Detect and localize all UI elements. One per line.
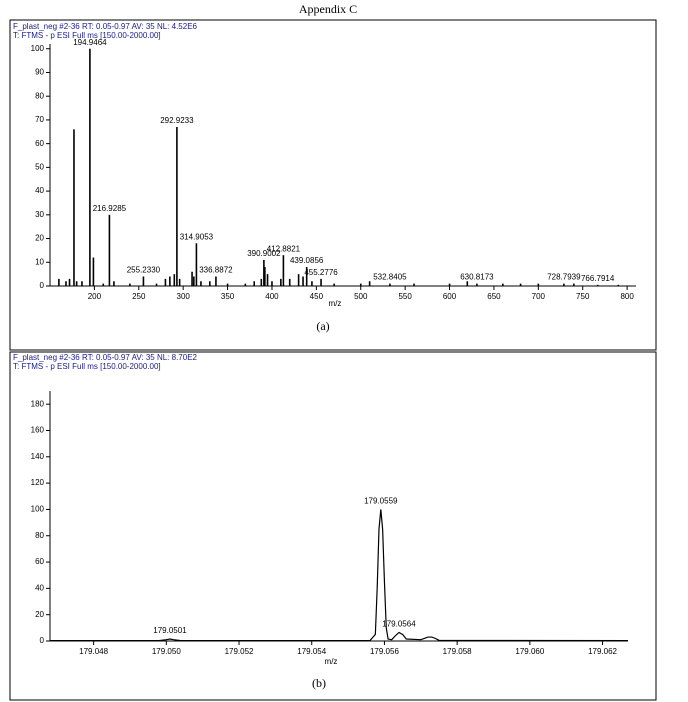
panel — [9, 19, 657, 351]
y-tick-label: 80 — [35, 531, 44, 540]
x-tick-label: 179.060 — [515, 647, 544, 656]
peak-label: 728.7939 — [547, 273, 581, 282]
y-tick-label: 90 — [35, 68, 44, 77]
x-tick-label: 250 — [132, 292, 146, 301]
y-tick-label: 60 — [35, 557, 44, 566]
y-tick-label: 50 — [35, 162, 44, 171]
x-tick-label: 200 — [88, 292, 102, 301]
x-tick-label: 500 — [354, 292, 368, 301]
y-tick-label: 100 — [31, 44, 45, 53]
peak-label: 194.9464 — [73, 38, 107, 47]
panel — [9, 351, 657, 701]
header-line: T: FTMS - p ESI Full ms [150.00-2000.00] — [13, 31, 161, 40]
y-tick-label: 40 — [35, 186, 44, 195]
y-tick-label: 120 — [31, 478, 45, 487]
x-tick-label: 179.062 — [588, 647, 617, 656]
caption: (b) — [312, 676, 326, 690]
peak-label: 630.8173 — [460, 273, 494, 282]
x-tick-label: 179.050 — [152, 647, 181, 656]
peak-label: 314.9053 — [180, 232, 214, 241]
peak-label: 532.8405 — [373, 273, 407, 282]
y-tick-label: 70 — [35, 115, 44, 124]
x-tick-label: 700 — [532, 292, 546, 301]
x-tick-label: 179.048 — [79, 647, 108, 656]
y-tick-label: 100 — [31, 505, 45, 514]
y-tick-label: 10 — [35, 257, 44, 266]
peak-label: 336.8872 — [199, 266, 233, 275]
peak-label: 179.0559 — [364, 497, 398, 506]
x-tick-label: 400 — [265, 292, 279, 301]
peak-label: 179.0501 — [153, 626, 187, 635]
peak-label: 216.9285 — [93, 204, 127, 213]
peak-label: 292.9233 — [160, 116, 194, 125]
x-tick-label: 179.054 — [297, 647, 326, 656]
x-tick-label: 750 — [576, 292, 590, 301]
header-line: F_plast_neg #2-36 RT: 0.05-0.97 AV: 35 N… — [13, 22, 198, 31]
profile-line — [50, 509, 629, 642]
page-title: Appendix C — [299, 2, 357, 16]
y-tick-label: 20 — [35, 610, 44, 619]
y-tick-label: 160 — [31, 426, 45, 435]
peak-label: 455.2776 — [304, 268, 338, 277]
y-tick-label: 60 — [35, 139, 44, 148]
x-tick-label: 350 — [221, 292, 235, 301]
y-tick-label: 140 — [31, 452, 45, 461]
x-axis-label: m/z — [329, 299, 342, 308]
peak-label: 412.8821 — [267, 244, 301, 253]
x-tick-label: 650 — [487, 292, 501, 301]
x-axis-label: m/z — [325, 657, 338, 666]
header-line: F_plast_neg #2-36 RT: 0.05-0.97 AV: 35 N… — [13, 353, 198, 362]
x-tick-label: 179.052 — [225, 647, 254, 656]
y-tick-label: 30 — [35, 210, 44, 219]
y-tick-label: 0 — [40, 281, 45, 290]
peak-label: 766.7914 — [581, 274, 615, 283]
header-line: T: FTMS - p ESI Full ms [150.00-2000.00] — [13, 362, 161, 371]
x-tick-label: 179.058 — [443, 647, 472, 656]
y-tick-label: 20 — [35, 234, 44, 243]
y-tick-label: 180 — [31, 399, 45, 408]
peak-label: 439.0856 — [290, 256, 324, 265]
y-tick-label: 40 — [35, 583, 44, 592]
peak-label: 179.0564 — [382, 620, 416, 629]
y-tick-label: 0 — [40, 636, 45, 645]
x-tick-label: 179.056 — [370, 647, 399, 656]
x-tick-label: 450 — [310, 292, 324, 301]
x-tick-label: 800 — [620, 292, 634, 301]
y-tick-label: 80 — [35, 91, 44, 100]
peak-label: 255.2330 — [127, 266, 161, 275]
peak-label: 390.9002 — [247, 249, 281, 258]
x-tick-label: 550 — [398, 292, 412, 301]
x-tick-label: 600 — [443, 292, 457, 301]
x-tick-label: 300 — [177, 292, 191, 301]
caption: (a) — [316, 319, 329, 333]
